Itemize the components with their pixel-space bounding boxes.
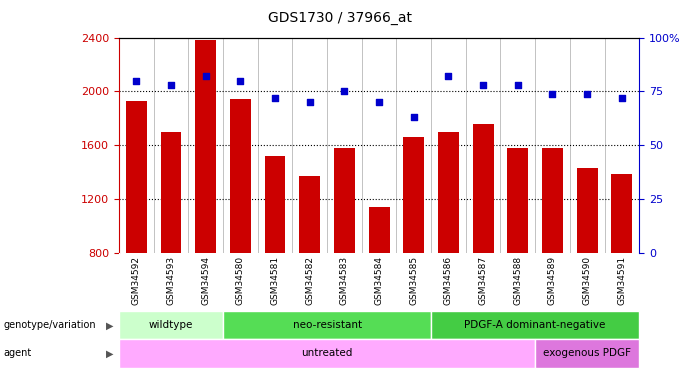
Point [373,99,384,105]
Text: GSM34582: GSM34582 [305,256,314,305]
Text: GSM34594: GSM34594 [201,256,210,305]
Text: GDS1730 / 37966_at: GDS1730 / 37966_at [268,11,412,25]
Text: GSM34583: GSM34583 [340,256,349,305]
Bar [265,156,286,253]
Text: GSM34593: GSM34593 [167,256,175,305]
Point [477,82,488,88]
Text: GSM34588: GSM34588 [513,256,522,305]
Text: exogenous PDGF: exogenous PDGF [543,348,631,358]
Text: genotype/variation: genotype/variation [3,320,96,330]
Bar [299,176,320,253]
Text: neo-resistant: neo-resistant [292,320,362,330]
Point [443,74,454,80]
Bar [126,101,147,253]
Text: GSM34585: GSM34585 [409,256,418,305]
Bar [119,311,223,339]
Point [235,78,245,84]
Point [200,74,211,80]
Text: GSM34589: GSM34589 [548,256,557,305]
Point [616,95,627,101]
Point [165,82,176,88]
Point [512,82,523,88]
Text: GSM34590: GSM34590 [583,256,592,305]
Point [304,99,315,105]
Point [581,91,592,97]
Text: GSM34591: GSM34591 [617,256,626,305]
Bar [230,99,251,253]
Bar [223,311,431,339]
Bar [403,137,424,253]
Bar [507,148,528,253]
Bar [334,148,355,253]
Bar [195,40,216,253]
Text: GSM34584: GSM34584 [375,256,384,305]
Bar [542,148,563,253]
Text: GSM34592: GSM34592 [132,256,141,305]
Point [408,114,419,120]
Point [339,88,350,94]
Bar [438,132,459,253]
Text: untreated: untreated [301,348,353,358]
Text: PDGF-A dominant-negative: PDGF-A dominant-negative [464,320,606,330]
Bar [369,207,390,253]
Text: wildtype: wildtype [149,320,193,330]
Text: GSM34587: GSM34587 [479,256,488,305]
Bar [160,132,182,253]
Bar [577,168,598,253]
Text: agent: agent [3,348,32,358]
Bar [473,124,494,253]
Bar [119,339,535,368]
Bar [611,174,632,253]
Text: ▶: ▶ [106,320,114,330]
Text: GSM34586: GSM34586 [444,256,453,305]
Text: GSM34581: GSM34581 [271,256,279,305]
Point [131,78,141,84]
Bar [431,311,639,339]
Text: GSM34580: GSM34580 [236,256,245,305]
Text: ▶: ▶ [106,348,114,358]
Bar [535,339,639,368]
Point [269,95,280,101]
Point [547,91,558,97]
